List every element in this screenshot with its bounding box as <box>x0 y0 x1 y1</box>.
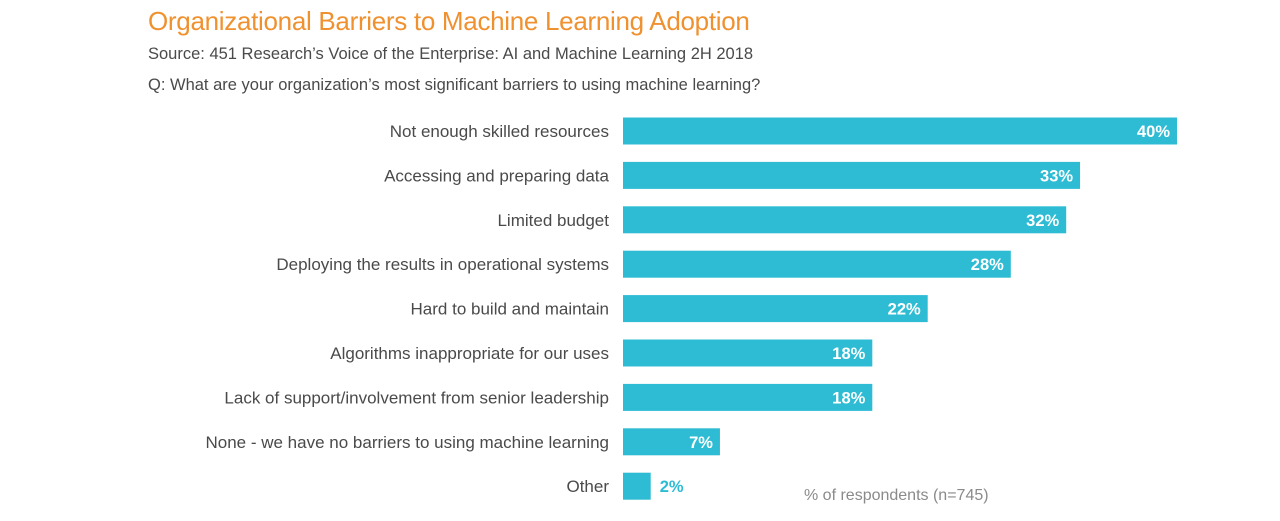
bar <box>623 117 1177 145</box>
category-label: Hard to build and maintain <box>411 300 609 319</box>
bar <box>623 383 873 411</box>
value-label: 33% <box>1040 167 1073 185</box>
bar <box>623 428 720 456</box>
bar <box>623 206 1067 234</box>
category-label: Accessing and preparing data <box>384 166 609 185</box>
value-label: 7% <box>689 434 713 452</box>
category-label: None - we have no barriers to using mach… <box>205 433 609 452</box>
bar <box>623 250 1011 278</box>
value-label: 32% <box>1026 212 1059 230</box>
chart-source: Source: 451 Research’s Voice of the Ente… <box>148 45 754 63</box>
bar <box>623 339 873 367</box>
x-axis-note: % of respondents (n=745) <box>804 487 989 504</box>
value-label: 18% <box>832 389 865 407</box>
chart-question: Q: What are your organization’s most sig… <box>148 76 761 94</box>
bar <box>623 472 651 500</box>
category-label: Not enough skilled resources <box>390 122 609 141</box>
category-label: Algorithms inappropriate for our uses <box>330 344 609 363</box>
category-label: Limited budget <box>497 211 609 230</box>
bar <box>623 161 1081 189</box>
category-label: Other <box>566 477 609 496</box>
value-label: 2% <box>660 478 684 496</box>
category-label: Lack of support/involvement from senior … <box>224 388 609 407</box>
value-label: 18% <box>832 345 865 363</box>
category-label: Deploying the results in operational sys… <box>276 255 609 274</box>
bar <box>623 295 928 323</box>
value-label: 40% <box>1137 123 1170 141</box>
chart-title: Organizational Barriers to Machine Learn… <box>148 6 750 36</box>
value-label: 22% <box>888 301 921 319</box>
value-label: 28% <box>971 256 1004 274</box>
